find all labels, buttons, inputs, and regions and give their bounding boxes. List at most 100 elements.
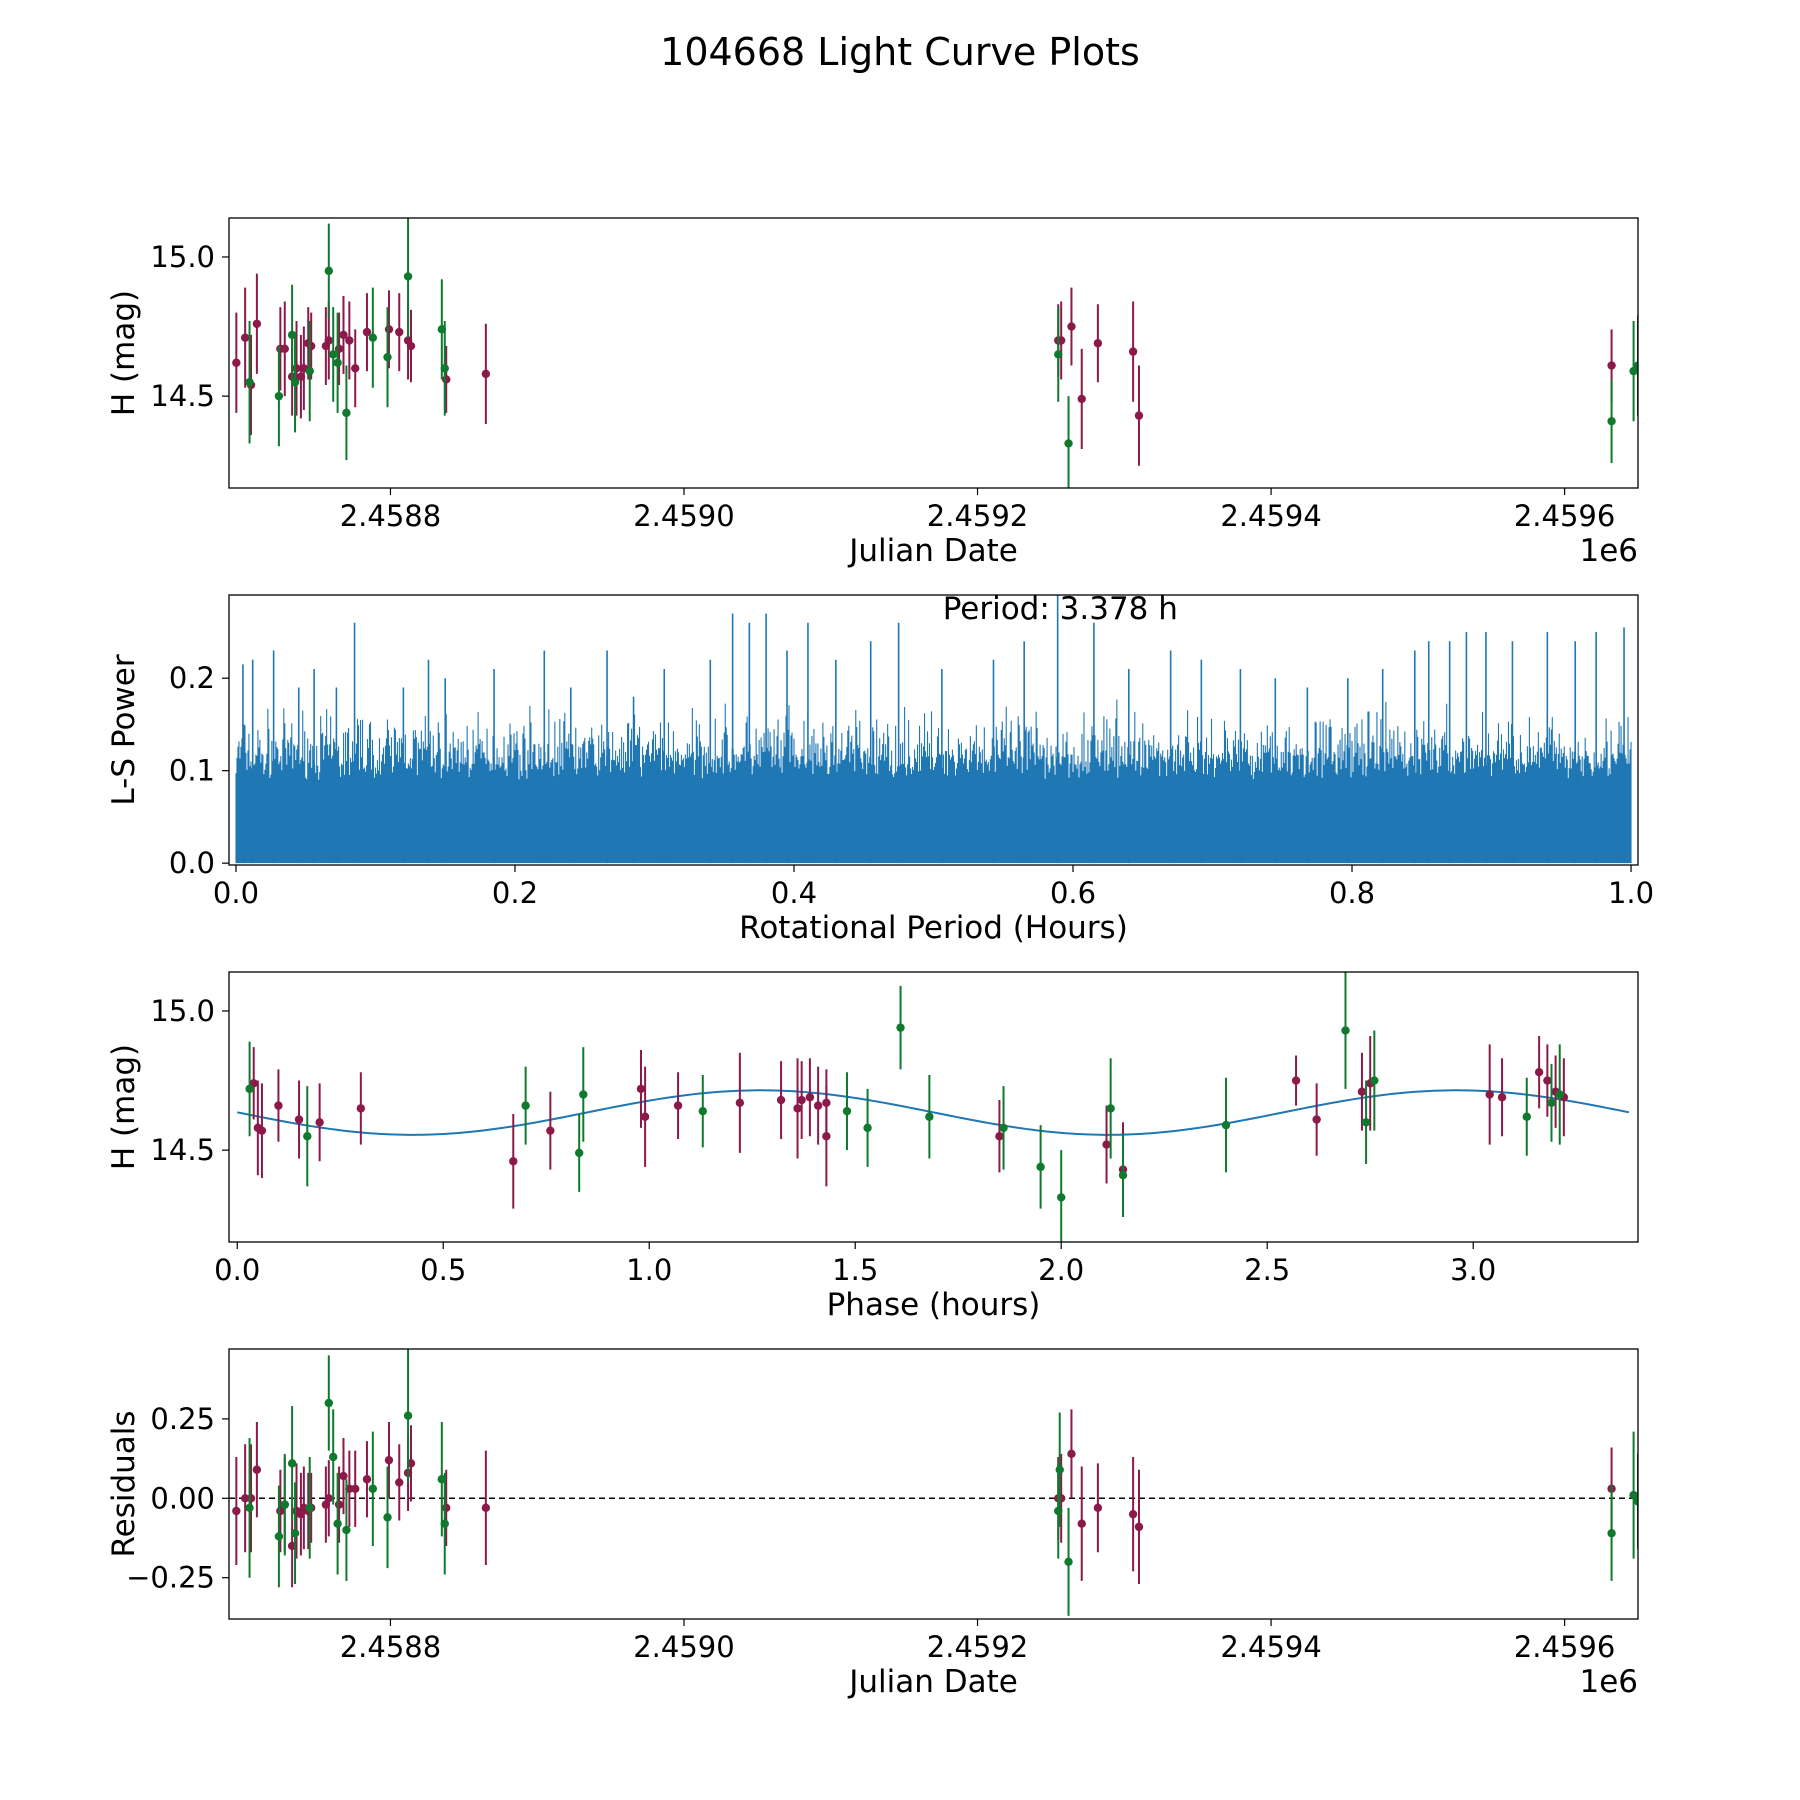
x-tick-label: 2.4588 — [340, 499, 441, 533]
data-point-r — [822, 1098, 831, 1108]
data-point-g — [1054, 1506, 1063, 1516]
x-tick-label: 0.0 — [213, 876, 259, 910]
plot-area — [235, 595, 1632, 864]
data-point-g — [280, 1500, 289, 1509]
data-point-r — [640, 1112, 650, 1121]
data-point-g — [574, 1148, 584, 1158]
data-point-g — [368, 333, 378, 342]
data-point-r — [232, 358, 241, 367]
phase-folded-panel: 0.0 0.5 1.0 1.5 2.0 2.5 3.0 14.5 15.0 Phase (hour… — [106, 971, 1639, 1323]
data-point-r — [776, 1095, 786, 1105]
y-tick-label: 0.0 — [169, 846, 215, 880]
x-axis-label: Julian Date — [847, 1664, 1018, 1700]
data-point-r — [246, 1494, 256, 1503]
y-axis-label: H (mag) — [106, 290, 142, 416]
data-point-g — [1370, 1076, 1379, 1085]
data-point-g — [1057, 1193, 1066, 1202]
data-point-g — [440, 364, 449, 373]
plot-frame — [228, 217, 1639, 489]
data-point-r — [384, 1455, 394, 1465]
data-point-g — [579, 1090, 588, 1099]
data-point-g — [329, 350, 338, 359]
data-point-r — [1485, 1090, 1494, 1099]
data-point-r — [481, 1503, 491, 1513]
data-point-r — [294, 1115, 304, 1124]
y-tick-label: 0.00 — [150, 1481, 215, 1515]
data-point-g — [290, 378, 300, 387]
data-point-r — [442, 375, 451, 384]
data-point-g — [403, 272, 413, 281]
data-point-g — [245, 1084, 254, 1094]
light-curve-panel: 2.4588 2.4590 2.4592 2.4594 2.4596 14.5 15.0 Ju… — [106, 217, 1639, 569]
plot-frame — [228, 594, 1639, 866]
fit-curve — [237, 1089, 1630, 1136]
y-tick-label: 14.5 — [150, 1133, 215, 1167]
x-axis-label: Rotational Period (Hours) — [739, 910, 1128, 946]
x-tick-label: 1.0 — [626, 1253, 672, 1287]
data-point-g — [368, 1484, 378, 1493]
data-point-g — [999, 1123, 1008, 1133]
data-point-g — [1055, 1465, 1064, 1474]
x-tick-label: 2.4592 — [927, 1630, 1028, 1664]
data-point-r — [1291, 1076, 1301, 1085]
data-point-g — [329, 1452, 338, 1462]
data-point-r — [362, 1475, 372, 1484]
x-offset-label: 1e6 — [1579, 533, 1638, 569]
data-point-g — [383, 1513, 392, 1522]
data-point-r — [362, 327, 372, 337]
data-point-r — [292, 364, 301, 373]
y-tick-label: 15.0 — [150, 240, 215, 274]
x-tick-label: 0.0 — [214, 1253, 260, 1287]
data-point-g — [1607, 416, 1616, 426]
data-point-r — [1607, 361, 1616, 370]
x-tick-label: 2.4596 — [1514, 499, 1615, 533]
data-point-r — [252, 319, 262, 328]
data-point-g — [383, 352, 392, 362]
data-point-r — [356, 1104, 366, 1113]
data-point-r — [306, 341, 316, 351]
x-tick-label: 2.5 — [1244, 1253, 1290, 1287]
data-point-r — [1128, 347, 1138, 356]
data-point-g — [1341, 1026, 1350, 1035]
data-point-r — [252, 1465, 262, 1474]
data-point-g — [440, 1519, 449, 1528]
data-point-g — [342, 1525, 351, 1535]
data-point-r — [1312, 1115, 1321, 1124]
figure-title: 104668 Light Curve Plots — [660, 30, 1140, 74]
x-tick-label: 0.5 — [420, 1253, 466, 1287]
data-point-r — [1077, 1519, 1086, 1528]
data-point-g — [342, 408, 351, 418]
x-tick-label: 0.8 — [1329, 876, 1375, 910]
data-point-r — [481, 369, 491, 379]
data-point-g — [1522, 1112, 1531, 1121]
data-point-r — [1128, 1509, 1138, 1519]
data-point-g — [1633, 1497, 1638, 1506]
x-tick-label: 0.6 — [1050, 876, 1096, 910]
y-axis-label: H (mag) — [106, 1044, 142, 1170]
y-tick-label: 0.2 — [169, 661, 215, 695]
data-point-g — [896, 1023, 905, 1032]
data-point-r — [1067, 322, 1076, 331]
data-point-r — [339, 330, 348, 340]
y-axis-label: L-S Power — [106, 654, 142, 805]
data-point-g — [1106, 1104, 1115, 1113]
data-point-g — [274, 391, 284, 401]
data-point-r — [1077, 394, 1086, 404]
plot-area — [237, 972, 1630, 1242]
data-point-g — [303, 1132, 312, 1141]
data-point-g — [1064, 1557, 1073, 1567]
data-point-r — [345, 336, 354, 345]
data-point-r — [384, 325, 394, 334]
data-point-r — [1543, 1076, 1552, 1085]
data-point-r — [280, 344, 289, 354]
data-point-r — [1102, 1140, 1111, 1149]
data-point-r — [240, 333, 250, 342]
data-point-r — [673, 1101, 683, 1110]
data-point-g — [1555, 1090, 1564, 1099]
data-point-g — [1629, 1490, 1638, 1500]
data-point-g — [324, 266, 334, 276]
data-point-r — [1357, 1087, 1367, 1096]
y-tick-label: −0.25 — [126, 1561, 215, 1595]
data-point-r — [406, 341, 416, 351]
data-point-r — [1134, 411, 1144, 420]
